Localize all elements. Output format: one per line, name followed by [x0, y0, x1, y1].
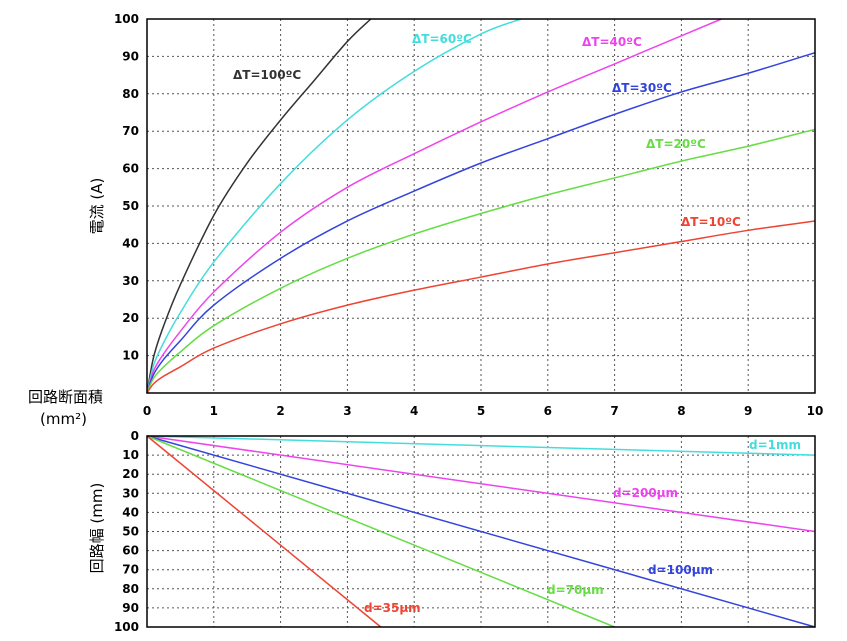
- y-tick-label: 100: [114, 620, 139, 634]
- series-line-0: [146, 18, 372, 394]
- x-tick-label: 2: [276, 404, 284, 418]
- y-tick-label: 70: [122, 124, 139, 138]
- x-tick-label: 0: [143, 404, 151, 418]
- y-tick-label: 90: [122, 601, 139, 615]
- x-tick-label: 1: [210, 404, 218, 418]
- series-label-0: ΔT=100ºC: [233, 68, 301, 82]
- series-line-3: [146, 435, 615, 628]
- bottom-y-axis-title: 回路幅 (mm): [88, 483, 106, 574]
- y-tick-label: 100: [114, 12, 139, 26]
- y-tick-label: 10: [122, 448, 139, 462]
- series-label-1: d=200µm: [613, 486, 678, 500]
- series-line-2: [146, 435, 816, 628]
- series-label-3: ΔT=30ºC: [612, 81, 672, 95]
- series-label-1: ΔT=60ºC: [412, 32, 472, 46]
- y-tick-label: 40: [122, 505, 139, 519]
- y-tick-label: 60: [122, 544, 139, 558]
- series-line-2: [146, 18, 722, 394]
- series-line-0: [146, 435, 816, 456]
- y-tick-label: 60: [122, 162, 139, 176]
- series-label-2: ΔT=40ºC: [582, 35, 642, 49]
- x-tick-label: 10: [807, 404, 824, 418]
- x-tick-label: 8: [677, 404, 685, 418]
- y-tick-label: 80: [122, 582, 139, 596]
- series-line-1: [146, 435, 816, 533]
- x-tick-label: 4: [410, 404, 418, 418]
- series-line-4: [146, 435, 382, 628]
- x-tick-label: 3: [343, 404, 351, 418]
- series-line-3: [146, 51, 816, 394]
- top-y-axis-title: 電流 (A): [88, 178, 106, 235]
- y-tick-label: 40: [122, 236, 139, 250]
- plot-frame: [146, 435, 816, 628]
- y-tick-label: 70: [122, 563, 139, 577]
- y-tick-label: 0: [131, 429, 139, 443]
- y-tick-label: 30: [122, 486, 139, 500]
- x-tick-label: 6: [544, 404, 552, 418]
- x-axis-unit: (mm²): [40, 410, 87, 428]
- x-tick-label: 5: [477, 404, 485, 418]
- y-tick-label: 50: [122, 199, 139, 213]
- series-line-4: [146, 128, 816, 394]
- current-chart: ΔT=100ºC ΔT=60ºC ΔT=40ºC ΔT=30ºC ΔT=20ºC ΔT=1…: [114, 12, 823, 418]
- y-tick-label: 20: [122, 311, 139, 325]
- y-tick-label: 30: [122, 274, 139, 288]
- series-label-4: ΔT=20ºC: [646, 137, 706, 151]
- series-label-0: d=1mm: [749, 438, 801, 452]
- plot-frame: [146, 18, 816, 394]
- series-label-5: ΔT=10ºC: [681, 215, 741, 229]
- y-tick-label: 90: [122, 49, 139, 63]
- series-label-2: d=100µm: [648, 563, 713, 577]
- x-tick-label: 9: [744, 404, 752, 418]
- series-line-1: [146, 18, 522, 394]
- x-axis-title: 回路断面積: [28, 388, 103, 406]
- y-tick-label: 10: [122, 349, 139, 363]
- y-tick-label: 80: [122, 87, 139, 101]
- y-tick-label: 20: [122, 467, 139, 481]
- width-chart: d=1mm d=200µm d=100µm d=70µm d=35µm 0 10 20 30 40…: [114, 429, 816, 634]
- y-tick-label: 50: [122, 525, 139, 539]
- series-line-5: [146, 220, 816, 394]
- series-label-4: d=35µm: [364, 601, 421, 615]
- series-label-3: d=70µm: [547, 583, 604, 597]
- x-tick-label: 7: [610, 404, 618, 418]
